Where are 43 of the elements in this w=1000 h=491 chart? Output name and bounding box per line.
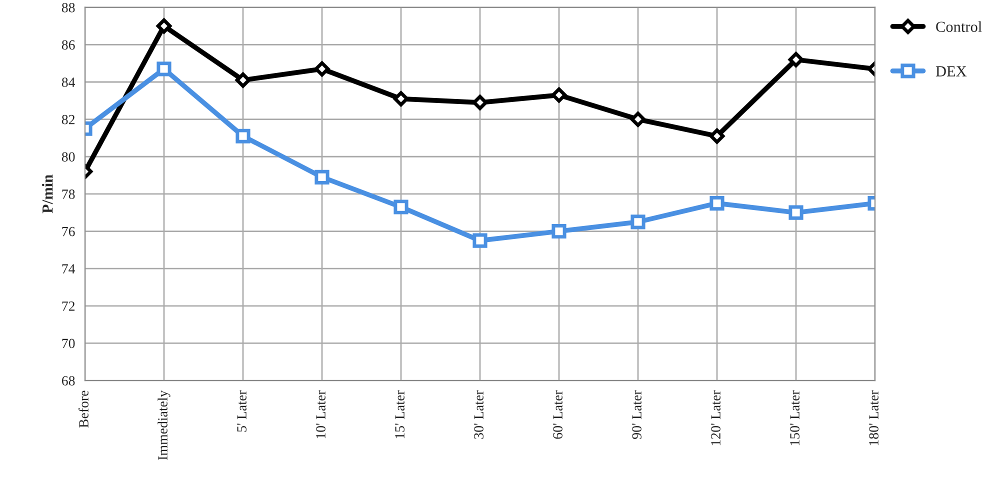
point [156,18,172,34]
y-tick-label: 80 [62,152,75,162]
point [156,62,172,76]
point [551,87,567,103]
y-tick-label: 74 [62,264,76,274]
x-tick-label: Before [78,390,88,428]
x-tick-label: 180' Later [869,390,878,446]
point [472,233,488,248]
y-tick-label: 76 [62,226,75,236]
legend-label: Control [936,21,982,32]
y-tick-label: 78 [62,190,75,199]
point [235,72,251,88]
x-tick-label: 5' Later [237,390,246,432]
x-tick-label: Immediately [158,390,170,460]
y-tick-label: 88 [62,2,75,12]
x-tick-label: 90' Later [632,390,642,439]
x-tick-label: 10' Later [316,390,326,438]
point [709,128,725,144]
y-tick-label: 68 [62,376,75,386]
point [314,61,330,77]
point [552,224,566,239]
point [314,170,330,184]
point [710,196,724,211]
x-tick-label: 60' Later [553,390,562,439]
point [472,94,488,110]
point [393,91,409,106]
y-tick-label: 72 [62,302,75,311]
legend-label: DEX [936,66,967,76]
point [630,214,646,230]
y-tick-label: 84 [62,78,76,87]
point [394,200,408,214]
x-tick-label: 120' Later [711,390,720,446]
x-tick-label: 30' Later [474,390,484,439]
point [630,112,646,127]
point [788,52,804,68]
point [236,128,250,144]
y-tick-label: 82 [62,114,75,124]
y-tick-label: 70 [62,338,75,348]
y-axis-title: P/min [42,174,53,214]
x-tick-label: 150' Later [790,390,800,446]
point [788,205,804,220]
x-tick-label: 15' Later [395,390,404,438]
y-tick-label: 86 [62,40,75,50]
